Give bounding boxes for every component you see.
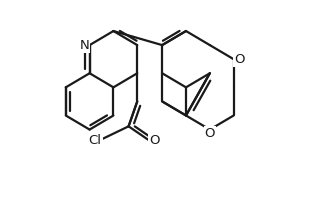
Text: N: N — [79, 39, 89, 52]
Text: O: O — [234, 53, 244, 66]
Text: O: O — [149, 134, 160, 147]
Text: Cl: Cl — [89, 134, 101, 147]
Text: O: O — [204, 127, 215, 140]
